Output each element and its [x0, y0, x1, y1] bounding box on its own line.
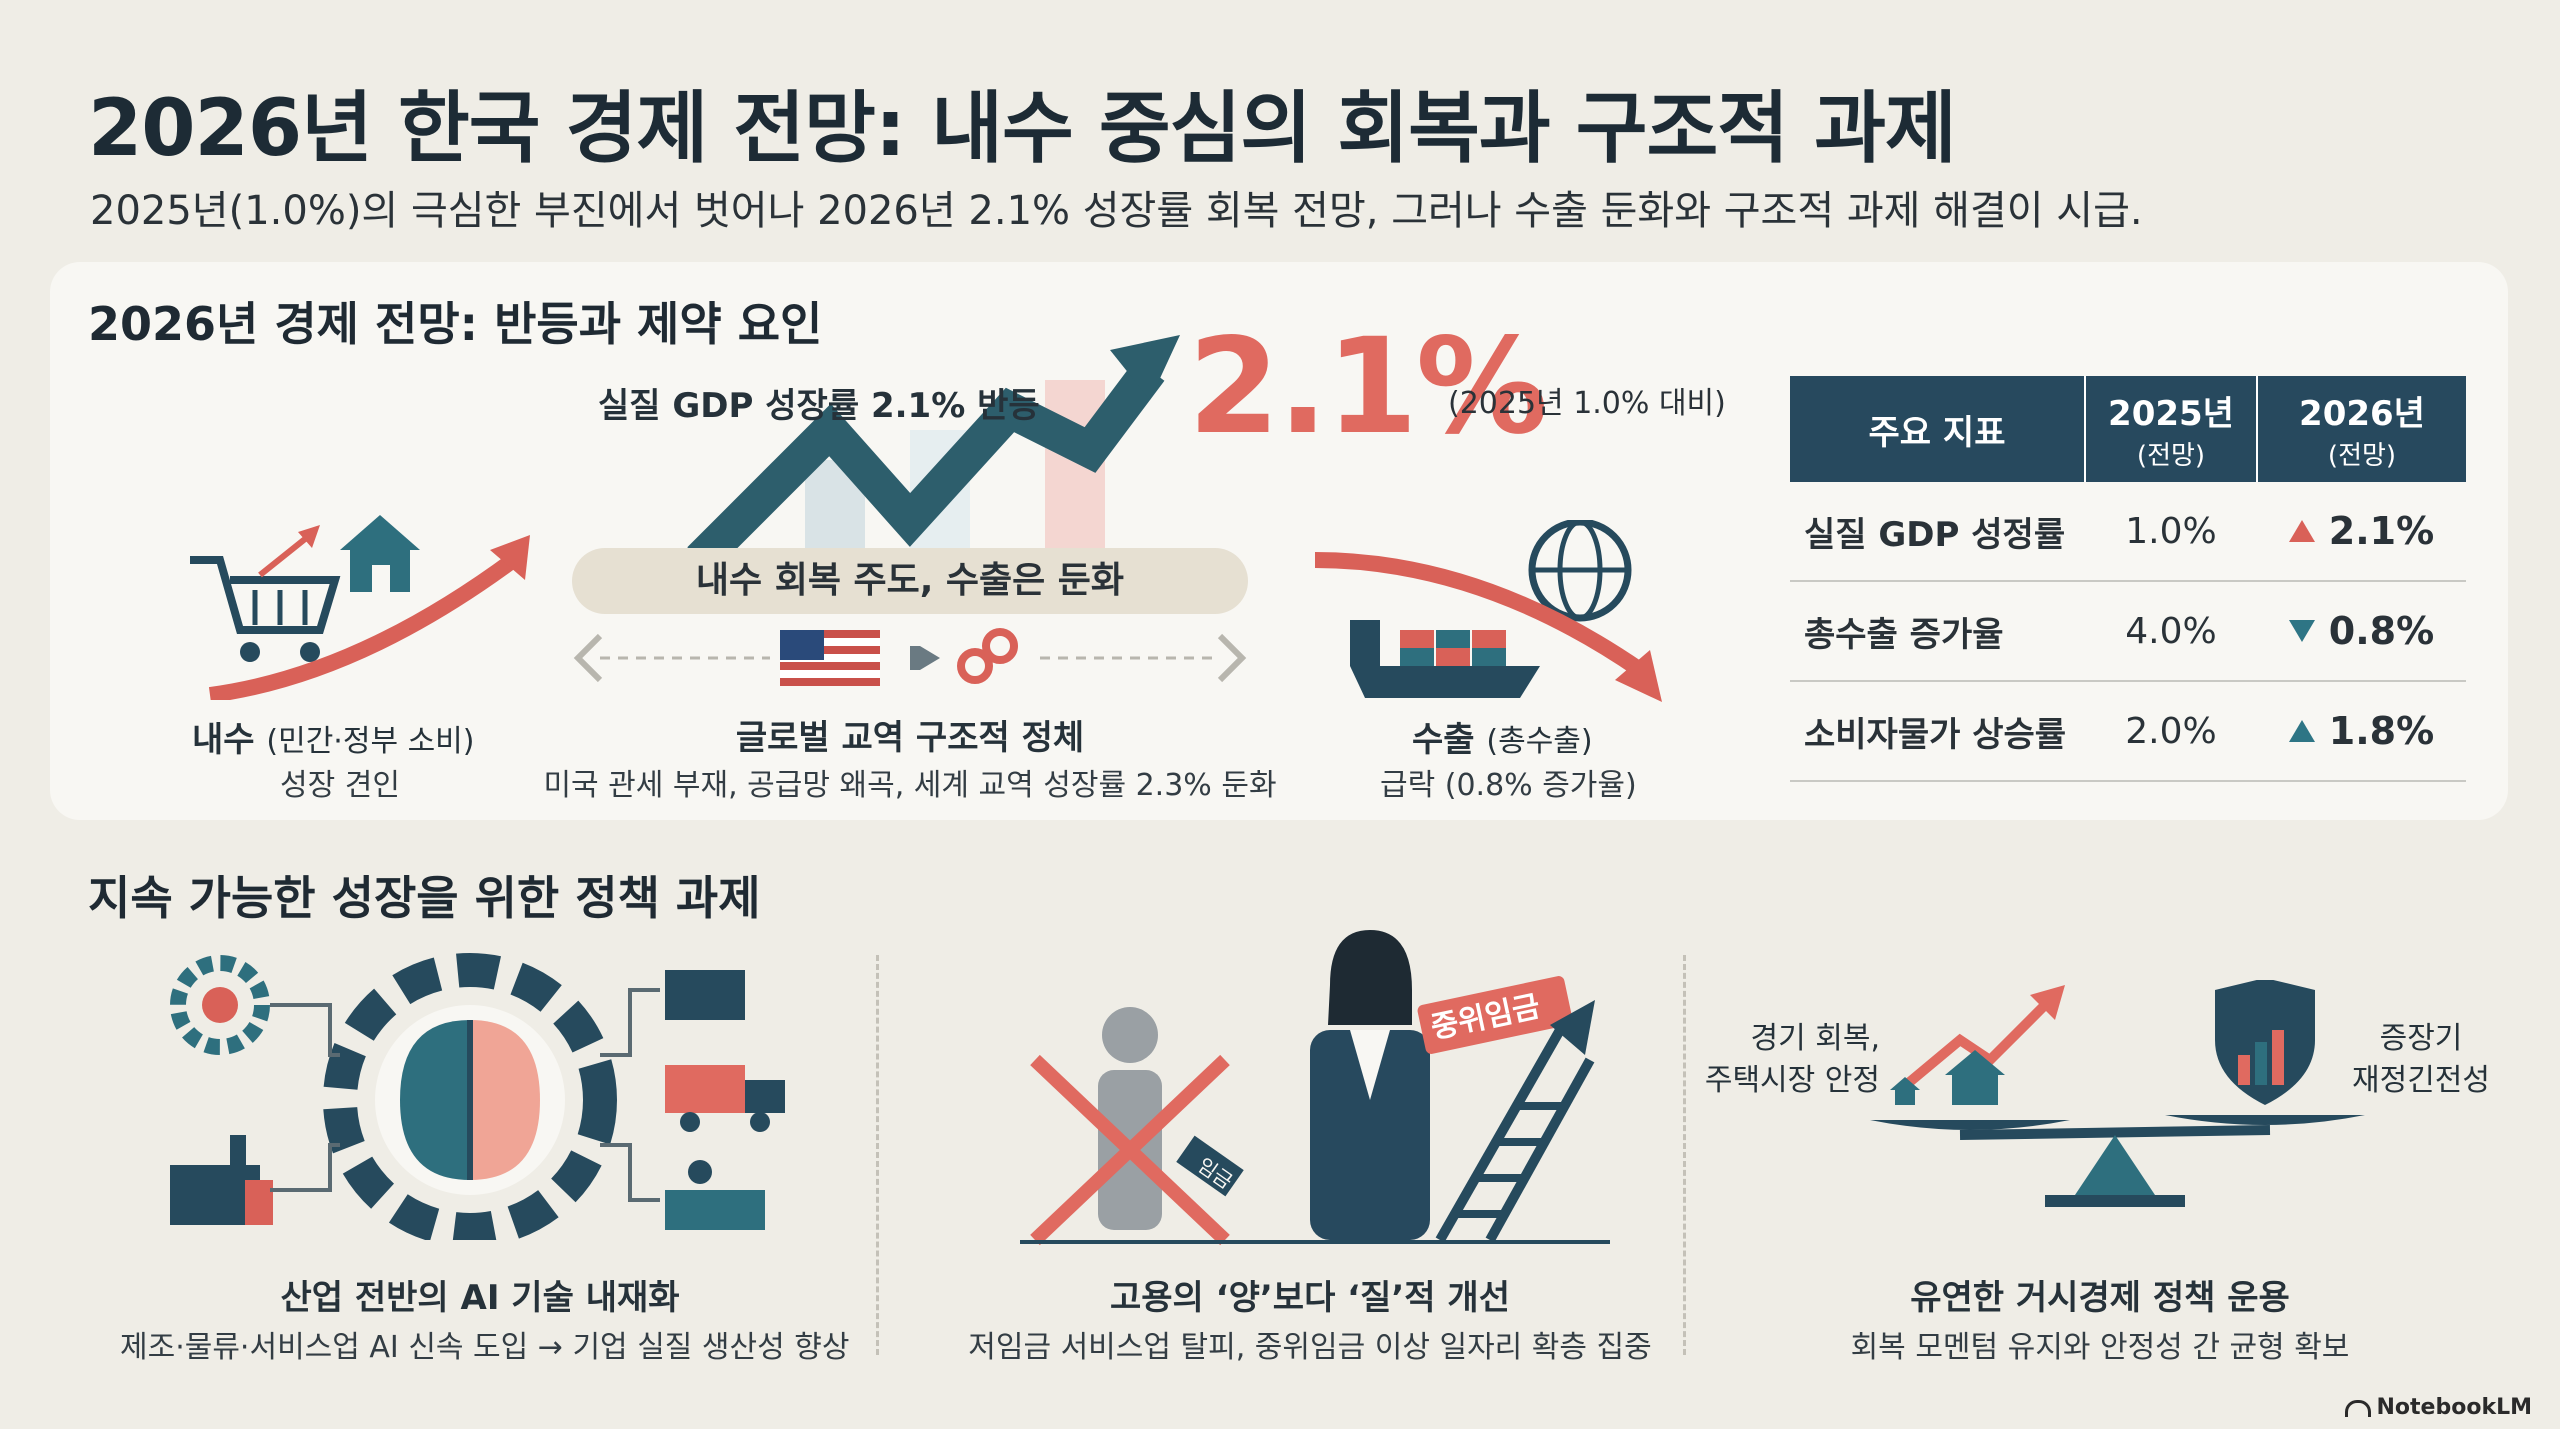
balance-scale-icon [1870, 980, 2365, 1207]
macro-title: 유연한 거시경제 정책 운용 [1910, 1278, 2290, 1318]
indicator-header-name: 주요 지표 [1790, 376, 2086, 482]
indicator-value-2026: 0.8% [2257, 581, 2466, 682]
jobs-sub: 저임금 서비스업 탈피, 중위임금 이상 일자리 확층 집중 [968, 1330, 1652, 1365]
policy-section-title: 지속 가능한 성장을 위한 정책 과제 [88, 871, 761, 925]
indicator-value-2026: 2.1% [2257, 482, 2466, 582]
indicator-value-2026: 1.8% [2257, 681, 2466, 782]
ai-sub: 제조·물류·서비스업 AI 신속 도입 → 기업 실질 생산성 향상 [120, 1330, 850, 1365]
macro-sub: 회복 모멘텀 유지와 안정성 간 균형 확보 [1850, 1330, 2350, 1365]
indicator-name: 소비자물가 상승률 [1790, 681, 2085, 782]
export-label: 수출 (총수출) [1412, 720, 1593, 760]
macro-right-label: 증장기 재정긴전성 [2352, 1021, 2490, 1098]
table-row: 총수출 증가율 4.0% 0.8% [1790, 581, 2466, 682]
indicator-name: 실질 GDP 성정률 [1790, 482, 2085, 582]
gdp-rebound-label: 실질 GDP 성장률 2.1% 반등 [598, 386, 1040, 426]
down-triangle-icon [2288, 619, 2315, 642]
ai-brain-gear-icon [170, 953, 785, 1240]
outlook-section-title: 2026년 경제 전망: 반등과 제약 요인 [88, 297, 823, 351]
domestic-sub: 성장 견인 [280, 768, 400, 803]
gdp-rebound-arrow-icon [687, 335, 1180, 560]
indicator-header-2026: 2026년 (전망) [2257, 376, 2466, 482]
big-growth-value: 2.1% [1188, 310, 1548, 464]
divider [876, 955, 879, 1355]
export-decline-icon [1314, 520, 1662, 702]
ai-title: 산업 전반의 AI 기술 내재화 [280, 1278, 680, 1318]
indicator-value-2025: 1.0% [2085, 482, 2257, 582]
macro-left-label: 경기 회복, 주택시장 안정 [1704, 1021, 1880, 1098]
big-growth-note: (2025년 1.0% 대비) [1448, 386, 1726, 421]
domestic-led-pill: 내수 회복 주도, 수출은 둔화 [572, 548, 1248, 614]
trade-title: 글로벌 교역 구조적 정체 [735, 718, 1085, 758]
indicator-header-2025: 2025년 (전망) [2085, 376, 2258, 482]
indicator-value-2025: 4.0% [2085, 581, 2257, 682]
divider [1683, 955, 1686, 1355]
page-title: 2026년 한국 경제 전망: 내수 중심의 회복과 구조적 과제 [88, 84, 1957, 174]
domestic-label: 내수 (민간·정부 소비) [192, 720, 475, 760]
indicator-value-2025: 2.0% [2085, 681, 2257, 782]
up-triangle-icon [2288, 519, 2315, 542]
shopping-cart-house-icon [190, 515, 530, 700]
trade-sub: 미국 관세 부재, 공급망 왜곡, 세계 교역 성장률 2.3% 둔화 [543, 768, 1277, 803]
table-row: 소비자물가 상승률 2.0% 1.8% [1790, 681, 2466, 782]
job-quality-ladder-icon: 임금 중위임금 [1020, 930, 1610, 1246]
brand-logo: NotebookLM [2344, 1395, 2532, 1420]
export-sub: 급락 (0.8% 증가율) [1380, 768, 1637, 803]
jobs-title: 고용의 ‘양’보다 ‘질’적 개선 [1110, 1278, 1510, 1318]
indicator-name: 총수출 증가율 [1790, 581, 2085, 682]
notebook-logo-icon [2344, 1399, 2371, 1417]
triangle-icon [2288, 719, 2315, 742]
indicator-header-row: 주요 지표 2025년 (전망) 2026년 (전망) [1790, 376, 2466, 482]
page-subtitle: 2025년(1.0%)의 극심한 부진에서 벗어나 2026년 2.1% 성장률… [90, 188, 2143, 234]
table-row: 실질 GDP 성정률 1.0% 2.1% [1790, 482, 2466, 582]
indicator-table: 주요 지표 2025년 (전망) 2026년 (전망) 실질 GDP 성정률 1.0… [1790, 376, 2466, 782]
trade-stagnation-icon [573, 628, 1247, 686]
